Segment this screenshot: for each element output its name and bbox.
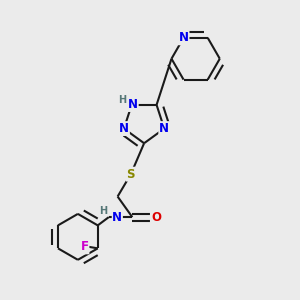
Text: H: H: [118, 94, 126, 105]
Text: N: N: [112, 211, 122, 224]
Text: N: N: [119, 122, 129, 135]
Text: N: N: [128, 98, 138, 111]
Text: O: O: [151, 211, 161, 224]
Text: H: H: [99, 206, 107, 216]
Text: N: N: [159, 122, 169, 135]
Text: S: S: [127, 168, 135, 181]
Text: N: N: [178, 31, 189, 44]
Text: F: F: [80, 240, 88, 254]
